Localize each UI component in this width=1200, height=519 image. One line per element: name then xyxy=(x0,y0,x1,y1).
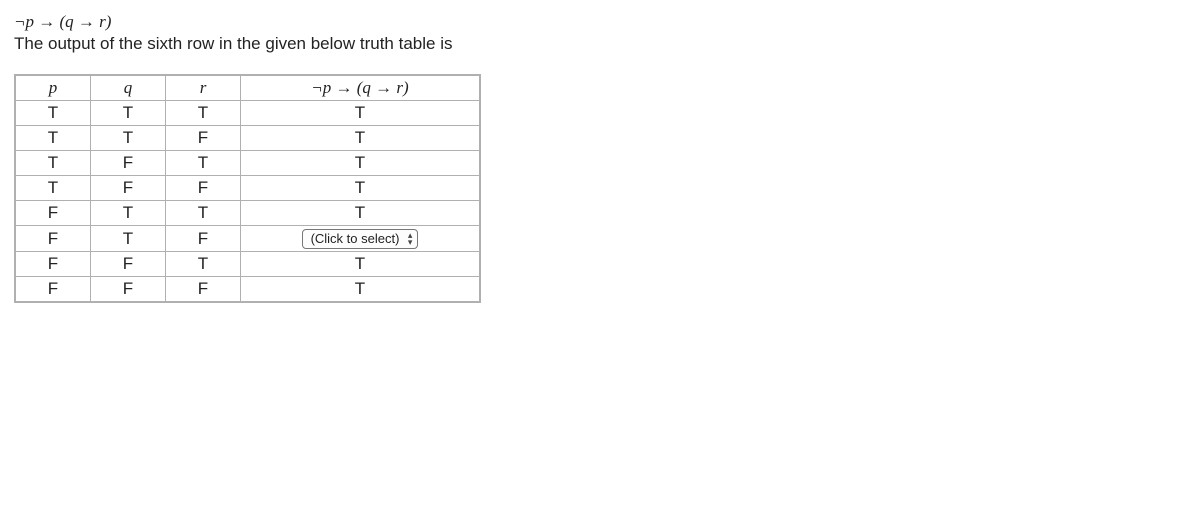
table-row: T T T T xyxy=(15,101,480,126)
table-row: F F T T xyxy=(15,252,480,277)
cell-out: T xyxy=(241,151,481,176)
table-row: T F F T xyxy=(15,176,480,201)
cell-q: F xyxy=(91,176,166,201)
cell-r: F xyxy=(166,226,241,252)
table-row: T F T T xyxy=(15,151,480,176)
table-row: T T F T xyxy=(15,126,480,151)
table-row: F T T T xyxy=(15,201,480,226)
cell-p: F xyxy=(15,201,91,226)
cell-p: F xyxy=(15,226,91,252)
cell-r: F xyxy=(166,277,241,303)
header-output: ¬p → (q → r) xyxy=(241,75,481,101)
cell-p: F xyxy=(15,252,91,277)
cell-out: T xyxy=(241,277,481,303)
truth-table: p q r ¬p → (q → r) T T T T T T F T T F T… xyxy=(14,74,481,303)
table-row: F T F (Click to select) ▴▾ xyxy=(15,226,480,252)
cell-p: F xyxy=(15,277,91,303)
cell-r: T xyxy=(166,252,241,277)
table-header-row: p q r ¬p → (q → r) xyxy=(15,75,480,101)
cell-q: T xyxy=(91,201,166,226)
header-r: r xyxy=(166,75,241,101)
table-row: F F F T xyxy=(15,277,480,303)
cell-q: T xyxy=(91,226,166,252)
cell-out: T xyxy=(241,126,481,151)
updown-icon: ▴▾ xyxy=(408,232,413,246)
cell-p: T xyxy=(15,151,91,176)
cell-p: T xyxy=(15,101,91,126)
cell-q: F xyxy=(91,252,166,277)
header-q: q xyxy=(91,75,166,101)
question-prompt: The output of the sixth row in the given… xyxy=(14,34,1186,54)
header-p: p xyxy=(15,75,91,101)
cell-out: T xyxy=(241,101,481,126)
cell-r: F xyxy=(166,126,241,151)
cell-out-select: (Click to select) ▴▾ xyxy=(241,226,481,252)
answer-select[interactable]: (Click to select) ▴▾ xyxy=(302,229,419,249)
cell-r: T xyxy=(166,201,241,226)
cell-out: T xyxy=(241,176,481,201)
cell-q: T xyxy=(91,126,166,151)
cell-r: T xyxy=(166,151,241,176)
select-placeholder: (Click to select) xyxy=(311,231,400,246)
cell-r: T xyxy=(166,101,241,126)
cell-p: T xyxy=(15,126,91,151)
expression-text: ¬p → (q → r) xyxy=(14,12,1186,32)
cell-p: T xyxy=(15,176,91,201)
cell-r: F xyxy=(166,176,241,201)
cell-q: T xyxy=(91,101,166,126)
cell-out: T xyxy=(241,201,481,226)
cell-out: T xyxy=(241,252,481,277)
cell-q: F xyxy=(91,151,166,176)
cell-q: F xyxy=(91,277,166,303)
